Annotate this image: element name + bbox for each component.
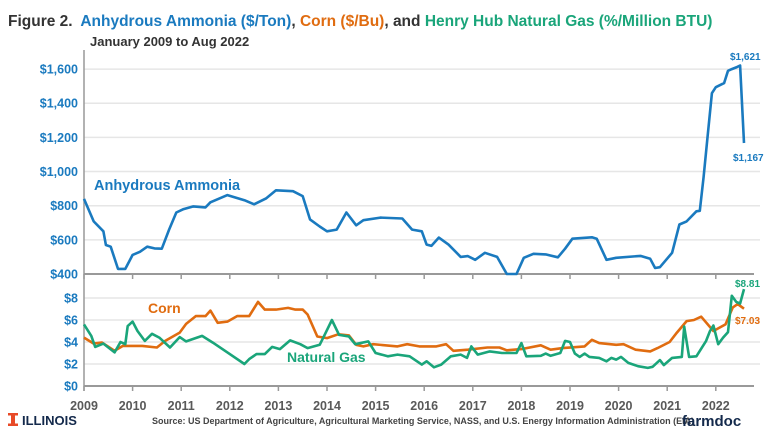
y-tick-label: $400 xyxy=(50,268,78,282)
label-corn: Corn xyxy=(148,300,181,316)
source-note: Source: US Department of Agriculture, Ag… xyxy=(152,416,694,426)
x-tick-label: 2010 xyxy=(119,399,147,413)
x-tick-label: 2009 xyxy=(70,399,98,413)
x-tick-label: 2022 xyxy=(702,399,730,413)
y-tick-label: $1,600 xyxy=(40,63,78,77)
chart-subtitle: January 2009 to Aug 2022 xyxy=(90,34,249,49)
title-sep1: , xyxy=(291,13,300,30)
x-tick-label: 2013 xyxy=(264,399,292,413)
title-prefix: Figure 2. xyxy=(8,13,73,30)
y-tick-label: $1,200 xyxy=(40,131,78,145)
series-line-corn xyxy=(83,300,745,353)
y-tick-label: $800 xyxy=(50,199,78,213)
y-tick-label: $1,400 xyxy=(40,97,78,111)
x-tick-label: 2018 xyxy=(507,399,535,413)
y-tick-label: $8 xyxy=(64,292,78,306)
label-gas-last: $8.81 xyxy=(735,279,760,290)
y-tick-label: $1,000 xyxy=(40,165,78,179)
x-tick-label: 2012 xyxy=(216,399,244,413)
x-tick-label: 2019 xyxy=(556,399,584,413)
label-corn-last: $7.03 xyxy=(735,316,760,327)
y-tick-label: $4 xyxy=(64,336,78,350)
title-sep2: , and xyxy=(384,13,424,30)
x-tick-label: 2014 xyxy=(313,399,341,413)
label-ammonia: Anhydrous Ammonia xyxy=(94,178,241,194)
title-gas: Henry Hub Natural Gas (%/Million BTU) xyxy=(425,13,713,30)
title-ammonia: Anhydrous Ammonia ($/Ton) xyxy=(80,13,291,30)
illinois-logo: ILLINOIS xyxy=(8,413,77,428)
x-tick-label: 2011 xyxy=(168,399,195,413)
series-line-natural-gas xyxy=(82,288,746,370)
y-tick-label: $6 xyxy=(64,314,78,328)
y-tick-label: $2 xyxy=(64,358,78,372)
x-tick-label: 2020 xyxy=(605,399,633,413)
illinois-wordmark: ILLINOIS xyxy=(22,413,77,428)
farmdoc-logo: farmdoc xyxy=(682,413,741,430)
x-tick-label: 2021 xyxy=(653,399,681,413)
x-tick-label: 2015 xyxy=(362,399,390,413)
label-natural-gas: Natural Gas xyxy=(287,349,366,365)
illinois-i-icon xyxy=(8,413,18,426)
y-tick-label: $600 xyxy=(50,233,78,247)
series-line-anhydrous-ammonia xyxy=(82,64,746,276)
chart-title: Figure 2. Anhydrous Ammonia ($/Ton), Cor… xyxy=(8,13,712,30)
x-tick-label: 2017 xyxy=(459,399,487,413)
title-corn: Corn ($/Bu) xyxy=(300,13,384,30)
label-ammonia-last: $1,167 xyxy=(733,153,764,164)
x-tick-label: 2016 xyxy=(410,399,438,413)
label-ammonia-peak: $1,621 xyxy=(730,52,761,63)
y-tick-label: $0 xyxy=(64,380,78,394)
